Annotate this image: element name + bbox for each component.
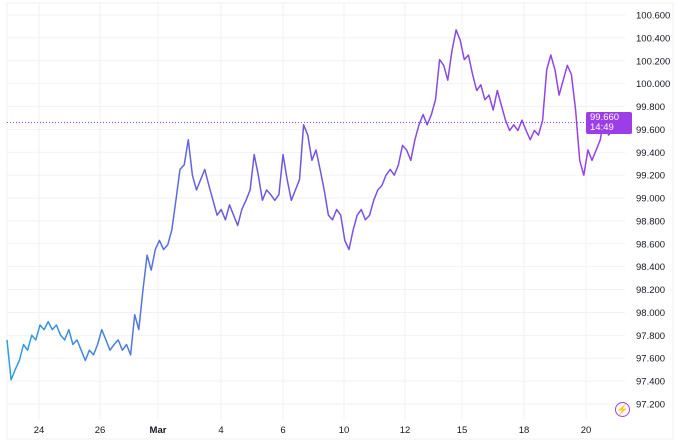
x-tick-label: 4 xyxy=(218,425,223,436)
y-tick-label: 99.000 xyxy=(636,194,665,205)
x-axis: 24 26 Mar 4 6 10 12 15 18 20 xyxy=(34,425,592,436)
y-tick-label: 98.800 xyxy=(636,216,665,227)
price-series-line xyxy=(6,29,625,381)
y-axis: 100.600 100.400 100.200 100.000 99.800 99.600… xyxy=(636,11,670,411)
y-tick-label: 100.400 xyxy=(636,33,670,44)
y-tick-label: 99.800 xyxy=(636,102,665,113)
x-tick-label: 15 xyxy=(457,425,468,436)
y-tick-label: 97.800 xyxy=(636,331,665,342)
x-tick-label: 12 xyxy=(400,425,411,436)
x-tick-label: 26 xyxy=(95,425,106,436)
x-tick-label: Mar xyxy=(150,425,167,436)
y-tick-label: 99.400 xyxy=(636,148,665,159)
x-tick-label: 6 xyxy=(280,425,285,436)
last-price-value: 99.660 xyxy=(590,112,620,123)
y-tick-label: 98.200 xyxy=(636,285,665,296)
y-tick-label: 97.200 xyxy=(636,399,665,410)
y-tick-label: 99.200 xyxy=(636,171,665,182)
grid xyxy=(6,2,674,440)
last-price-badge: 99.660 14:49 xyxy=(586,112,632,134)
y-tick-label: 98.400 xyxy=(636,262,665,273)
y-tick-label: 97.400 xyxy=(636,377,665,388)
y-tick-label: 100.600 xyxy=(636,11,670,22)
x-tick-label: 24 xyxy=(34,425,45,436)
y-tick-label: 98.600 xyxy=(636,239,665,250)
y-tick-label: 97.600 xyxy=(636,354,665,365)
x-tick-label: 18 xyxy=(519,425,530,436)
bar-countdown: 14:49 xyxy=(590,122,614,133)
y-tick-label: 100.200 xyxy=(636,56,670,67)
y-tick-label: 100.000 xyxy=(636,79,670,90)
y-tick-label: 99.600 xyxy=(636,125,665,136)
x-tick-label: 20 xyxy=(581,425,592,436)
x-tick-label: 10 xyxy=(339,425,350,436)
y-tick-label: 98.000 xyxy=(636,308,665,319)
lightning-icon[interactable]: ⚡ xyxy=(615,402,630,417)
